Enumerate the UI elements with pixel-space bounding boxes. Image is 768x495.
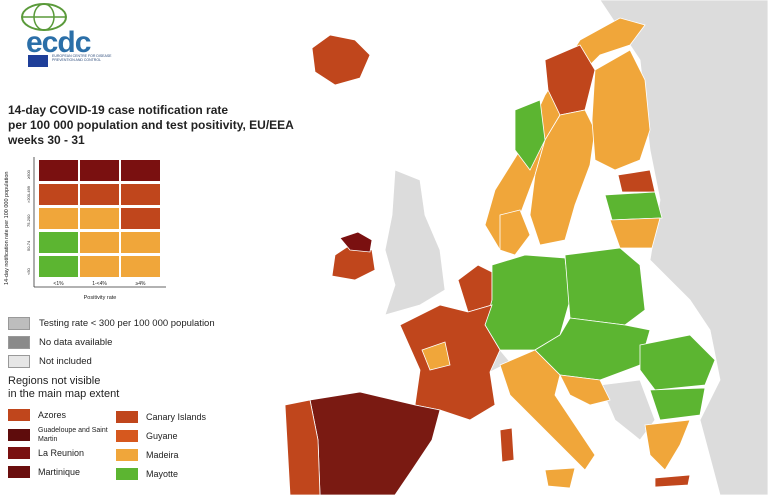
region-entry: Guadeloupe and Saint Martin: [8, 426, 108, 444]
agency-name: EUROPEAN CENTRE FOR DISEASE PREVENTION A…: [52, 54, 112, 62]
poland: [564, 247, 646, 326]
region-entry: Guyane: [116, 430, 178, 442]
region-label: Guadeloupe and Saint Martin: [38, 427, 108, 443]
matrix-cell: [38, 159, 79, 182]
region-entry: Mayotte: [116, 468, 178, 480]
iceland: [311, 34, 371, 86]
title-line: weeks 30 - 31: [8, 133, 85, 147]
lithuania: [609, 217, 661, 249]
column-label: ≥4%: [135, 281, 146, 287]
estonia: [617, 169, 656, 193]
germany: [484, 254, 571, 351]
region-label: Martinique: [38, 466, 81, 477]
matrix-cell: [120, 255, 161, 278]
row-label: >200-499: [26, 185, 31, 203]
legend-label: Testing rate < 300 per 100 000 populatio…: [39, 318, 215, 329]
crete: [654, 474, 691, 488]
title-line: 14-day COVID-19 case notification rate: [8, 103, 229, 117]
italy: [499, 349, 596, 471]
matrix-cell: [38, 255, 79, 278]
matrix-cell: [120, 207, 161, 230]
matrix-cell: [79, 159, 120, 182]
region-label: Canary Islands: [146, 411, 207, 422]
legend-entry: No data available: [8, 336, 112, 349]
matrix-cell: [38, 207, 79, 230]
matrix-cell: [79, 255, 120, 278]
map-title: 14-day COVID-19 case notification rate p…: [8, 103, 294, 148]
sardinia: [499, 427, 515, 463]
matrix-cell: [120, 159, 161, 182]
region-entry: La Reunion: [8, 447, 84, 459]
matrix-cell: [79, 207, 120, 230]
sweden: [529, 109, 596, 246]
legend-panel: ecdc EUROPEAN CENTRE FOR DISEASE PREVENT…: [0, 0, 300, 495]
matrix-cell: [79, 183, 120, 206]
row-label: 75-200: [26, 214, 31, 227]
portugal: [284, 399, 321, 495]
matrix-axes: [33, 157, 166, 288]
spain: [309, 391, 441, 495]
regions-title-line: in the main map extent: [8, 388, 120, 400]
greece: [644, 419, 691, 471]
regions-title-line: Regions not visible: [8, 375, 101, 387]
norway: [484, 17, 646, 251]
region-label: Guyane: [146, 430, 178, 441]
row-label: <50: [26, 268, 31, 275]
legend-label: Not included: [39, 356, 92, 367]
matrix-cell: [38, 183, 79, 206]
logo-text: ecdc: [26, 26, 91, 59]
latvia: [604, 191, 663, 221]
row-label: 50-74: [26, 240, 31, 251]
row-label: ≥500: [26, 170, 31, 179]
matrix-x-label: Positivity rate: [83, 295, 117, 301]
eu-flag: [28, 55, 48, 67]
region-entry: Azores: [8, 409, 66, 421]
sicily: [544, 467, 576, 489]
non-eu-land: [599, 0, 768, 495]
matrix-cell: [38, 231, 79, 254]
france: [399, 304, 501, 421]
logo-globe: [21, 3, 67, 31]
benelux: [457, 264, 493, 313]
region-entry: Martinique: [8, 466, 80, 478]
regions-title: Regions not visible in the main map exte…: [8, 375, 119, 401]
northern-ireland: [339, 231, 373, 253]
region-label: La Reunion: [38, 447, 85, 458]
bulgaria: [649, 387, 706, 421]
matrix-y-label: 14-day notification rate per 100 000 pop…: [4, 171, 10, 285]
legend-entry: Testing rate < 300 per 100 000 populatio…: [8, 317, 215, 330]
france-region: [421, 341, 451, 371]
region-label: Madeira: [146, 449, 179, 460]
sweden-green: [514, 99, 546, 171]
region-entry: Madeira: [116, 449, 179, 461]
matrix-cell: [79, 231, 120, 254]
matrix-cell: [120, 183, 161, 206]
column-label: 1-<4%: [92, 281, 107, 287]
region-entry: Canary Islands: [116, 411, 206, 423]
matrix-cell: [120, 231, 161, 254]
denmark: [499, 209, 531, 256]
finland: [591, 49, 651, 171]
title-line: per 100 000 population and test positivi…: [8, 118, 294, 132]
uk: [384, 169, 446, 316]
legend-label: No data available: [39, 337, 113, 348]
column-label: <1%: [53, 281, 64, 287]
legend-entry: Not included: [8, 355, 92, 368]
croatia: [559, 374, 611, 406]
region-label: Mayotte: [146, 468, 179, 479]
region-label: Azores: [38, 409, 67, 420]
romania: [639, 334, 716, 391]
